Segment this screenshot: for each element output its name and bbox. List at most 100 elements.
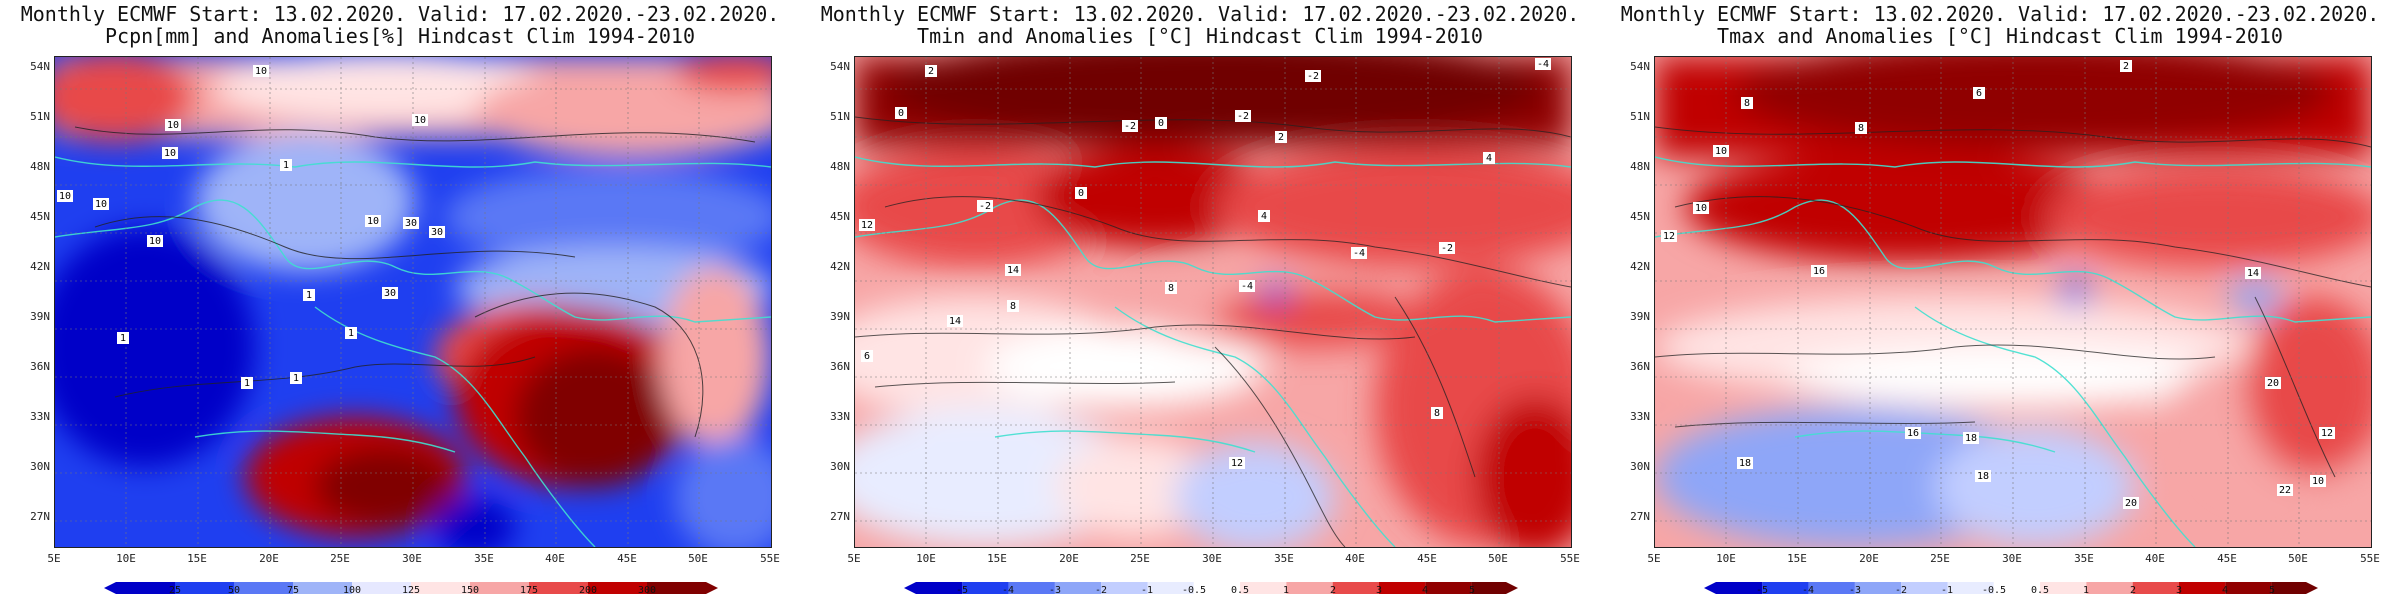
colorbar-bin (2225, 582, 2272, 594)
lat-label: 36N (1630, 360, 1650, 373)
contour-label: 1 (293, 373, 299, 384)
lat-label: 39N (30, 310, 50, 323)
colorbar-tick: -5 (1755, 585, 1769, 596)
colorbar-arrow-left (104, 582, 116, 594)
contour-label: 8 (1858, 123, 1864, 134)
contour-label: 20 (2267, 378, 2279, 389)
colorbar-bin (1101, 582, 1148, 594)
colorbar-bin (1008, 582, 1055, 594)
colorbar-bin (1716, 582, 1763, 594)
lon-label: 5E (47, 552, 61, 565)
contour-label: -2 (1307, 71, 1319, 82)
lon-label: 25E (1930, 552, 1950, 565)
colorbar-bin (1808, 582, 1855, 594)
lon-label: 25E (330, 552, 350, 565)
colorbar-tick: 4 (1421, 585, 1429, 596)
tmin-anomaly-map: -2 -4 -2 2 0 0 -2 0 4 2 -2 4 8 -4 12 14 … (854, 56, 1572, 548)
colorbar-arrow-right (2306, 582, 2318, 594)
contour-label: 16 (1907, 428, 1919, 439)
lon-label: 50E (2288, 552, 2308, 565)
colorbar-tick: 3 (1375, 585, 1383, 596)
colorbar-tick: 75 (286, 585, 300, 596)
lon-label: 40E (545, 552, 565, 565)
lat-label: 45N (1630, 210, 1650, 223)
panel-title-line1: Monthly ECMWF Start: 13.02.2020. Valid: … (20, 2, 780, 26)
colorbar-bin (647, 582, 706, 594)
colorbar-tick: 300 (637, 585, 657, 596)
tmax-colorbar (1704, 582, 2318, 594)
lon-label: 25E (1130, 552, 1150, 565)
colorbar-tick: 5 (1468, 585, 1476, 596)
colorbar-bin (1147, 582, 1194, 594)
contour-label: 2 (2123, 61, 2129, 72)
contour-label: 10 (1695, 203, 1707, 214)
contour-label: 30 (384, 288, 396, 299)
colorbar-bin (1054, 582, 1102, 594)
tmin-colorbar (904, 582, 1518, 594)
colorbar-tick: 100 (342, 585, 362, 596)
lon-label: 30E (402, 552, 422, 565)
colorbar-tick: 4 (2221, 585, 2229, 596)
colorbar-tick: -3 (1048, 585, 1062, 596)
lat-label: 54N (30, 60, 50, 73)
precipitation-anomaly-map: 10 10 10 10 10 10 10 1 1 1 10 30 30 30 1… (54, 56, 772, 548)
colorbar-bin (1286, 582, 1333, 594)
colorbar-tick: -2 (1894, 585, 1908, 596)
contour-label: 4 (1261, 211, 1267, 222)
lon-label: 55E (760, 552, 780, 565)
panel-title-line2: Pcpn[mm] and Anomalies[%] Hindcast Clim … (104, 24, 695, 48)
lon-label: 55E (2360, 552, 2380, 565)
lon-label: 15E (987, 552, 1007, 565)
panel-title-line1: Monthly ECMWF Start: 13.02.2020. Valid: … (1620, 2, 2380, 26)
lon-label: 40E (2145, 552, 2165, 565)
colorbar-bin (2179, 582, 2226, 594)
contour-label: 20 (2125, 498, 2137, 509)
lat-label: 42N (830, 260, 850, 273)
colorbar-tick: -1 (1140, 585, 1154, 596)
colorbar-arrow-left (904, 582, 916, 594)
lon-label: 10E (1716, 552, 1736, 565)
colorbar-bin (2132, 582, 2179, 594)
colorbar-bin (1193, 582, 1241, 594)
colorbar-bin (1993, 582, 2041, 594)
contour-label: 1 (120, 333, 126, 344)
colorbar-ticks: 25 50 75 100 125 150 175 200 300 (0, 585, 800, 599)
colorbar-tick: 50 (227, 585, 241, 596)
lon-label: 55E (1560, 552, 1580, 565)
lon-label: 20E (1859, 552, 1879, 565)
contour-label: 18 (1977, 471, 1989, 482)
panel-precipitation: Monthly ECMWF Start: 13.02.2020. Valid: … (0, 0, 800, 600)
lat-label: 51N (830, 110, 850, 123)
lat-label: 27N (830, 510, 850, 523)
contour-label: 12 (1663, 231, 1675, 242)
contour-label: 10 (95, 199, 107, 210)
colorbar-bin (411, 582, 470, 594)
colorbar-bin (1901, 582, 1948, 594)
colorbar-bin (1425, 582, 1472, 594)
contour-label: 8 (1010, 301, 1016, 312)
contour-label: 8 (1434, 408, 1440, 419)
colorbar-tick: -1 (1940, 585, 1954, 596)
contour-label: 10 (414, 115, 426, 126)
lat-label: 48N (30, 160, 50, 173)
colorbar-tick: 1 (1282, 585, 1290, 596)
panel-tmax: Monthly ECMWF Start: 13.02.2020. Valid: … (1600, 0, 2400, 600)
colorbar-tick: 2 (2129, 585, 2137, 596)
lat-label: 27N (1630, 510, 1650, 523)
contour-label: 10 (367, 216, 379, 227)
contour-label: 1 (244, 378, 250, 389)
colorbar-bin (1379, 582, 1426, 594)
contour-label: 12 (2321, 428, 2333, 439)
colorbar-bin (1947, 582, 1994, 594)
contour-label: 12 (861, 220, 873, 231)
contour-label: 0 (1078, 188, 1084, 199)
colorbar-bin (1332, 582, 1379, 594)
contour-label: 4 (1486, 153, 1492, 164)
lat-label: 30N (30, 460, 50, 473)
lat-label: 39N (1630, 310, 1650, 323)
colorbar-tick: 150 (460, 585, 480, 596)
lon-label: 20E (259, 552, 279, 565)
lat-label: 33N (30, 410, 50, 423)
colorbar-tick: -4 (1001, 585, 1015, 596)
colorbar-bin (1240, 582, 1287, 594)
